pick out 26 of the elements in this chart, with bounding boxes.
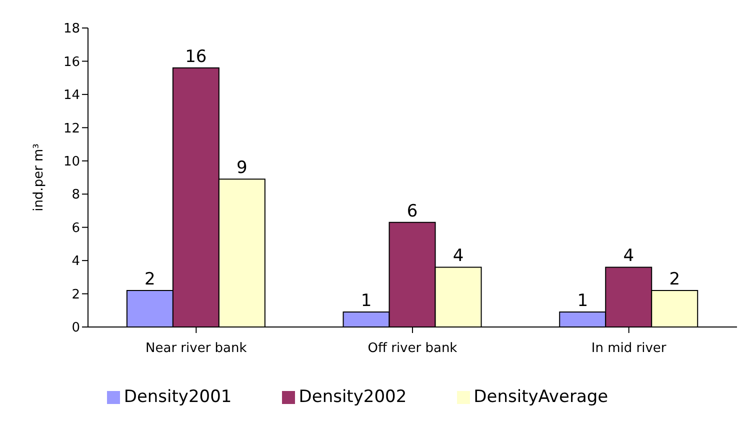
legend-label: Density2001 (124, 387, 232, 407)
data-label: 1 (577, 291, 588, 312)
y-axis-title: ind.per m³ (32, 144, 47, 212)
data-label: 2 (669, 269, 680, 290)
y-tick-label: 6 (72, 220, 80, 236)
x-tick-label: Off river bank (368, 341, 458, 356)
x-tick-label: In mid river (591, 341, 667, 356)
data-label: 4 (452, 246, 464, 266)
y-tick-label: 0 (72, 320, 80, 336)
legend-label: DensityAverage (474, 387, 608, 407)
data-label: 9 (236, 158, 248, 178)
y-tick-label: 16 (63, 54, 80, 70)
y-tick-label: 2 (72, 287, 80, 302)
y-tick-label: 4 (72, 254, 80, 270)
legend-label: Density2002 (298, 387, 407, 407)
y-tick-label: 14 (63, 88, 80, 104)
data-label: 4 (623, 246, 634, 266)
data-label: 16 (185, 46, 207, 67)
data-label: 6 (406, 201, 418, 222)
y-tick-label: 18 (63, 22, 80, 37)
x-tick-label: Near river bank (146, 341, 248, 356)
data-label: 1 (360, 291, 372, 312)
y-tick-label: 10 (63, 154, 80, 170)
data-label: 2 (144, 269, 156, 290)
y-tick-label: 12 (63, 121, 80, 136)
y-tick-label: 8 (72, 188, 80, 203)
